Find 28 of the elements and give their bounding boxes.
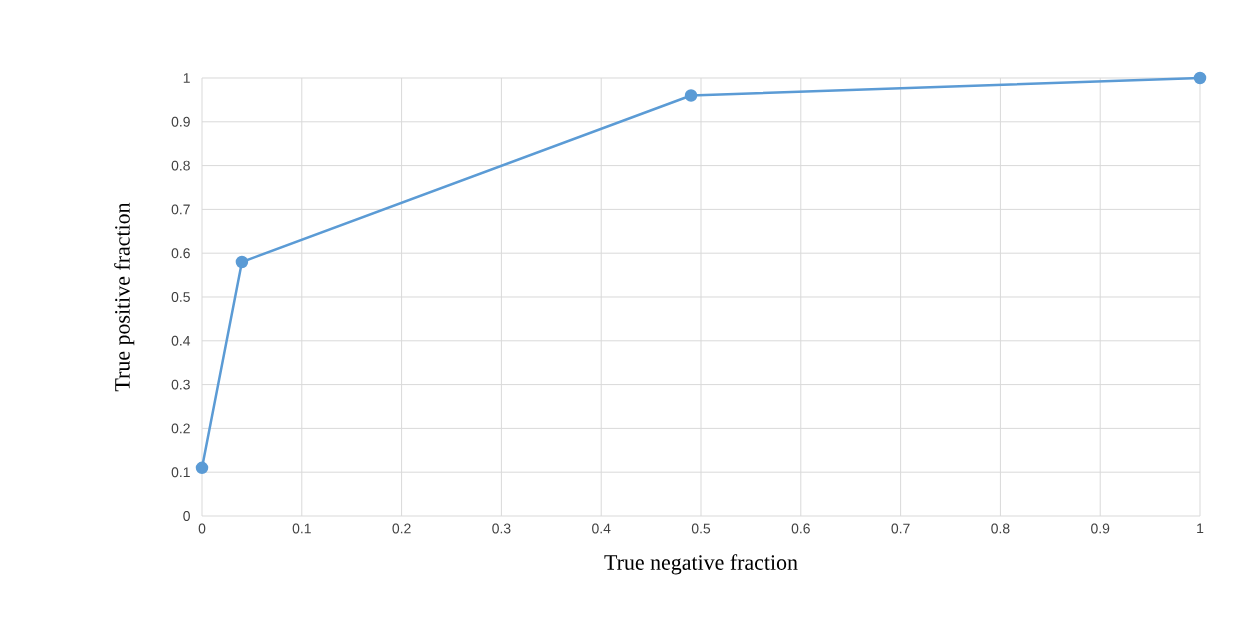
y-tick-label: 0.5: [171, 292, 190, 302]
point: [195, 461, 209, 475]
y-tick-label: 0.4: [171, 335, 191, 346]
point: [235, 255, 249, 269]
x-tick-label: 0.1: [292, 523, 311, 534]
x-tick-label: 0.7: [891, 523, 910, 534]
x-tick-label: 0.5: [691, 523, 711, 534]
y-tick-label: 0.3: [171, 379, 190, 390]
x-tick-label: 0.9: [1091, 523, 1110, 534]
x-tick-label: 0.2: [392, 523, 411, 534]
x-tick-label: 0.3: [492, 523, 511, 534]
y-tick-label: 0.9: [171, 116, 190, 127]
y-tick-label: 0: [183, 511, 190, 521]
y-tick-label: 0.2: [171, 423, 190, 434]
y-tick-label: 0.6: [171, 248, 190, 259]
x-tick-label: 1: [1197, 523, 1204, 534]
x-tick-label: 0.4: [592, 523, 611, 534]
y-tick-label: 1: [183, 73, 190, 83]
x-tick-label: 0.8: [991, 523, 1010, 534]
point: [684, 89, 698, 102]
y-tick-label: 0.8: [171, 160, 190, 171]
y-tick-label: 0.7: [171, 204, 190, 215]
point: [1193, 71, 1207, 85]
y-tick-label: 0.1: [171, 467, 190, 478]
x-axis-title: True negative fraction: [604, 554, 798, 575]
x-tick-label: 0: [198, 523, 206, 534]
x-tick-label: 0.6: [791, 523, 810, 534]
y-axis-title: True positive fraction: [114, 202, 135, 392]
